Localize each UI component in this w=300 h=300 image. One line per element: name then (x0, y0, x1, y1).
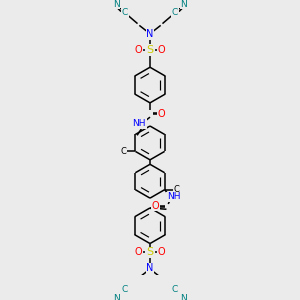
Text: N: N (181, 0, 187, 8)
Text: S: S (146, 45, 154, 55)
Text: O: O (158, 248, 165, 257)
Text: C: C (122, 8, 128, 17)
Text: N: N (146, 263, 154, 274)
Text: C: C (172, 8, 178, 17)
Text: O: O (152, 201, 160, 211)
Text: C: C (173, 185, 179, 194)
Text: N: N (113, 0, 119, 8)
Text: O: O (135, 248, 142, 257)
Text: O: O (158, 45, 165, 55)
Text: N: N (113, 294, 119, 300)
Text: O: O (135, 45, 142, 55)
Text: C: C (172, 285, 178, 294)
Text: S: S (146, 248, 154, 257)
Text: NH: NH (133, 119, 146, 128)
Text: C: C (122, 285, 128, 294)
Text: N: N (146, 29, 154, 39)
Text: O: O (158, 109, 165, 118)
Text: NH: NH (167, 192, 180, 201)
Text: C: C (121, 147, 127, 156)
Text: N: N (181, 294, 187, 300)
